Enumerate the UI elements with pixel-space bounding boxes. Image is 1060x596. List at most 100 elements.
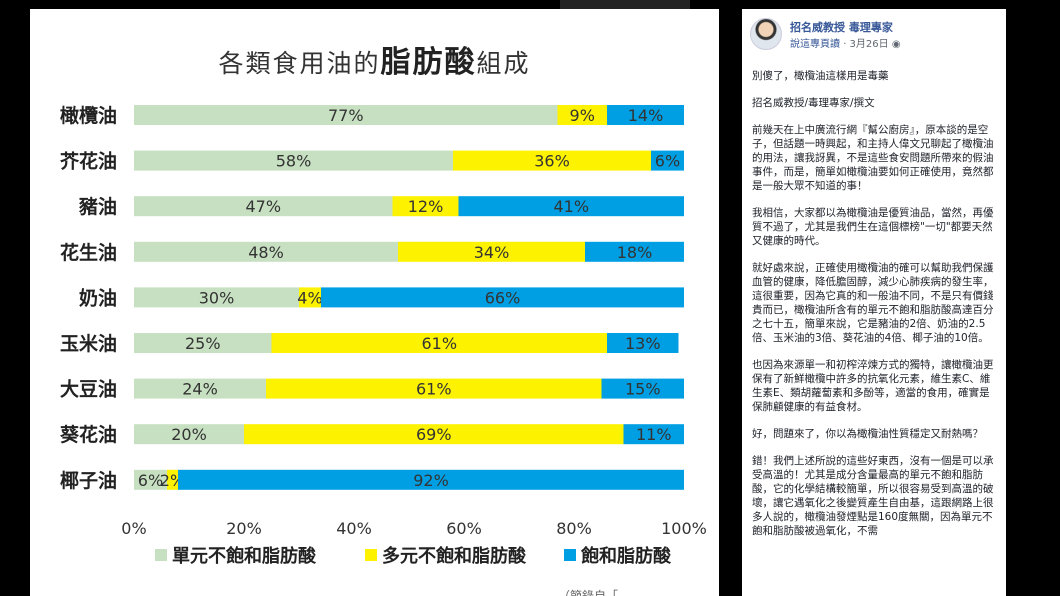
data-label: 6% <box>138 471 163 490</box>
bar-segment <box>134 150 453 171</box>
bar-segment <box>167 469 178 490</box>
data-label: 15% <box>625 380 661 399</box>
data-label: 36% <box>534 152 570 171</box>
bar-segment <box>134 424 244 445</box>
data-label: 47% <box>245 197 281 216</box>
category-label: 玉米油 <box>60 332 117 355</box>
bar-segment <box>458 196 684 217</box>
source-link[interactable]: 說這專頁讀 <box>790 39 840 50</box>
bar-segment <box>607 105 684 125</box>
bar-segment <box>134 378 266 399</box>
data-label: 92% <box>413 471 449 490</box>
bar-segment <box>607 333 679 353</box>
data-label: 4% <box>297 288 322 307</box>
meta-separator: · <box>843 39 850 50</box>
post-paragraph: 前幾天在上中廣流行網『幫公廚房』，原本談的是空子，但話題一時興起，和主持人偉文兄… <box>752 124 994 192</box>
post-paragraph: 錯！我們上述所說的這些好東西，沒有一個是可以承受高溫的！尤其是成分含量最高的單元… <box>752 455 994 537</box>
x-tick-label: 60% <box>446 519 482 538</box>
category-label: 花生油 <box>60 241 117 264</box>
x-tick-label: 0% <box>121 519 146 538</box>
legend-label: 單元不飽和脂肪酸 <box>172 545 317 567</box>
legend-swatch <box>365 549 377 561</box>
bar-segment <box>134 469 167 490</box>
chart-title: 各類食用油的脂肪酸組成 <box>30 37 719 81</box>
post-paragraph: 我相信，大家都以為橄欖油是優質油品，當然，再優質不過了，尤其是我們生在這個標榜"… <box>752 207 994 247</box>
bar-segment <box>178 469 684 490</box>
chart-title-prefix: 各類食用油的 <box>218 49 381 78</box>
top-strip <box>560 0 690 9</box>
legend-swatch <box>564 549 576 561</box>
data-label: 30% <box>199 288 235 307</box>
bar-segment <box>557 105 607 125</box>
bar-segment <box>244 424 624 445</box>
data-label: 34% <box>474 243 510 262</box>
data-label: 61% <box>416 380 452 399</box>
x-tick-label: 40% <box>336 519 372 538</box>
chart-image: 各類食用油的脂肪酸組成 橄欖油 77% 9% 14% 芥花油 58% 36% 6% 豬油 47% 1… <box>30 9 719 596</box>
category-label: 芥花油 <box>60 150 117 173</box>
legend-label: 多元不飽和脂肪酸 <box>382 545 527 567</box>
post-paragraph: 招名威教授/毒理專家/撰文 <box>752 97 875 109</box>
x-tick-label: 20% <box>226 519 262 538</box>
bar-segment <box>392 196 459 217</box>
post-paragraph: 別傻了，橄欖油這樣用是毒藥 <box>752 70 889 82</box>
post-author-link[interactable]: 招名威教授 毒理專家 <box>790 21 893 34</box>
legend-label: 飽和脂肪酸 <box>580 545 672 567</box>
bar-segment <box>134 196 393 217</box>
data-label: 24% <box>182 380 218 399</box>
category-label: 椰子油 <box>60 469 117 492</box>
data-label: 6% <box>655 152 680 171</box>
category-label: 豬油 <box>78 195 117 218</box>
bar-segment <box>134 241 398 262</box>
data-label: 61% <box>421 334 457 353</box>
data-label: 13% <box>625 334 661 353</box>
data-label: 20% <box>171 425 207 444</box>
data-label: 9% <box>570 106 595 125</box>
bar-segment <box>623 424 684 445</box>
chart-footnote: （節錄自「… <box>558 589 631 596</box>
avatar[interactable] <box>750 18 782 50</box>
bar-segment <box>453 150 651 171</box>
post-meta: 說這專頁讀 · 3月26日 ◉ <box>790 35 901 50</box>
data-label: 11% <box>636 425 672 444</box>
data-label: 18% <box>617 243 653 262</box>
bar-segment <box>134 105 558 125</box>
data-label: 41% <box>553 197 589 216</box>
data-label: 77% <box>328 106 364 125</box>
category-label: 大豆油 <box>60 378 117 401</box>
bar-segment <box>134 333 272 353</box>
legend-swatch <box>155 549 167 561</box>
post-paragraph: 就好處來說，正確使用橄欖油的確可以幫助我們保護血管的健康，降低膽固醇，減少心肺疾… <box>752 262 994 344</box>
stacked-bar-chart: 橄欖油 77% 9% 14% 芥花油 58% 36% 6% 豬油 47% 12% 41% 花生油 48% 3… <box>59 104 707 567</box>
category-label: 葵花油 <box>59 423 117 446</box>
facebook-post: 招名威教授 毒理專家 說這專頁讀 · 3月26日 ◉ 別傻了，橄欖油這樣用是毒藥… <box>742 9 1006 596</box>
bar-segment <box>585 241 684 262</box>
category-label: 橄欖油 <box>60 104 117 127</box>
chart-title-suffix: 組成 <box>476 49 531 78</box>
data-label: 14% <box>628 106 664 125</box>
data-label: 25% <box>185 334 221 353</box>
x-tick-label: 80% <box>556 519 592 538</box>
post-paragraph: 也因為來源單一和初榨淬煉方式的獨特，讓橄欖油更保有了新鮮橄欖中許多的抗氧化元素，… <box>752 359 994 413</box>
globe-icon: ◉ <box>891 39 901 50</box>
chart-title-emphasis: 脂肪酸 <box>380 45 477 80</box>
bar-segment <box>134 287 299 308</box>
post-body: 別傻了，橄欖油這樣用是毒藥 招名威教授/毒理專家/撰文 前幾天在上中廣流行網『幫… <box>752 69 997 551</box>
post-date[interactable]: 3月26日 <box>849 39 889 50</box>
bar-segment <box>266 378 602 399</box>
category-label: 奶油 <box>79 286 117 309</box>
bar-segment <box>299 287 321 308</box>
data-label: 66% <box>485 288 521 307</box>
data-label: 48% <box>248 243 284 262</box>
bar-segment <box>651 150 684 171</box>
bar-segment <box>601 378 684 399</box>
data-label: 58% <box>276 152 312 171</box>
x-tick-label: 100% <box>661 519 707 538</box>
data-label: 69% <box>416 425 452 444</box>
post-paragraph: 好，問題來了，你以為橄欖油性質穩定又耐熱嗎？ <box>752 428 983 440</box>
post-header: 招名威教授 毒理專家 說這專頁讀 · 3月26日 ◉ <box>750 18 1000 62</box>
bar-segment <box>321 287 684 308</box>
bar-segment <box>398 241 585 262</box>
data-label: 12% <box>408 197 444 216</box>
bar-segment <box>271 333 607 353</box>
